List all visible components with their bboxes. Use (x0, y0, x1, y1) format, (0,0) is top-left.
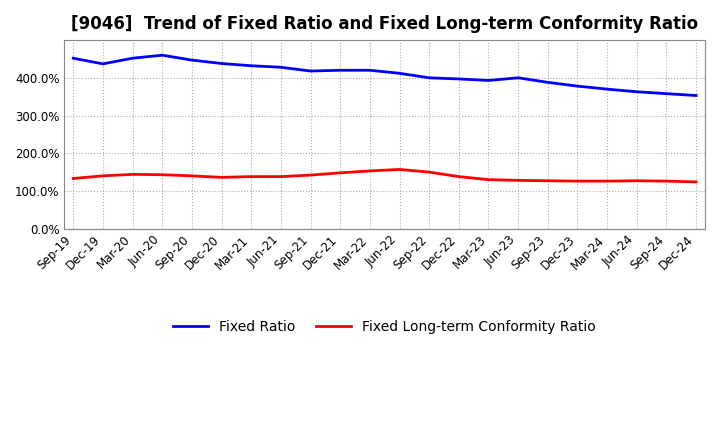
Fixed Long-term Conformity Ratio (188, 173, 197, 179)
Fixed Ratio (69, 55, 78, 61)
Fixed Ratio (217, 61, 226, 66)
Fixed Ratio (247, 63, 256, 68)
Fixed Ratio (603, 87, 611, 92)
Fixed Long-term Conformity Ratio (454, 174, 463, 179)
Fixed Ratio (514, 75, 523, 81)
Fixed Ratio (188, 58, 197, 63)
Fixed Ratio (544, 80, 552, 85)
Fixed Ratio (692, 93, 701, 98)
Fixed Long-term Conformity Ratio (128, 172, 137, 177)
Fixed Long-term Conformity Ratio (603, 179, 611, 184)
Fixed Long-term Conformity Ratio (276, 174, 285, 179)
Fixed Ratio (99, 61, 107, 66)
Fixed Long-term Conformity Ratio (544, 178, 552, 183)
Fixed Ratio (336, 68, 344, 73)
Fixed Long-term Conformity Ratio (69, 176, 78, 181)
Fixed Ratio (158, 52, 166, 58)
Fixed Ratio (632, 89, 641, 95)
Fixed Long-term Conformity Ratio (158, 172, 166, 177)
Legend: Fixed Ratio, Fixed Long-term Conformity Ratio: Fixed Ratio, Fixed Long-term Conformity … (168, 315, 601, 340)
Fixed Long-term Conformity Ratio (662, 179, 671, 184)
Fixed Ratio (366, 68, 374, 73)
Fixed Ratio (395, 71, 404, 76)
Fixed Long-term Conformity Ratio (336, 170, 344, 176)
Fixed Ratio (306, 68, 315, 73)
Title: [9046]  Trend of Fixed Ratio and Fixed Long-term Conformity Ratio: [9046] Trend of Fixed Ratio and Fixed Lo… (71, 15, 698, 33)
Fixed Ratio (573, 84, 582, 89)
Fixed Ratio (425, 75, 433, 81)
Fixed Long-term Conformity Ratio (514, 178, 523, 183)
Fixed Ratio (662, 91, 671, 96)
Fixed Long-term Conformity Ratio (395, 167, 404, 172)
Fixed Long-term Conformity Ratio (632, 178, 641, 183)
Line: Fixed Ratio: Fixed Ratio (73, 55, 696, 95)
Fixed Long-term Conformity Ratio (484, 177, 492, 182)
Fixed Long-term Conformity Ratio (306, 172, 315, 178)
Fixed Long-term Conformity Ratio (366, 169, 374, 174)
Line: Fixed Long-term Conformity Ratio: Fixed Long-term Conformity Ratio (73, 169, 696, 182)
Fixed Long-term Conformity Ratio (99, 173, 107, 179)
Fixed Long-term Conformity Ratio (217, 175, 226, 180)
Fixed Long-term Conformity Ratio (247, 174, 256, 179)
Fixed Long-term Conformity Ratio (425, 169, 433, 175)
Fixed Ratio (484, 78, 492, 83)
Fixed Long-term Conformity Ratio (573, 179, 582, 184)
Fixed Ratio (128, 55, 137, 61)
Fixed Ratio (276, 65, 285, 70)
Fixed Ratio (454, 76, 463, 81)
Fixed Long-term Conformity Ratio (692, 179, 701, 184)
